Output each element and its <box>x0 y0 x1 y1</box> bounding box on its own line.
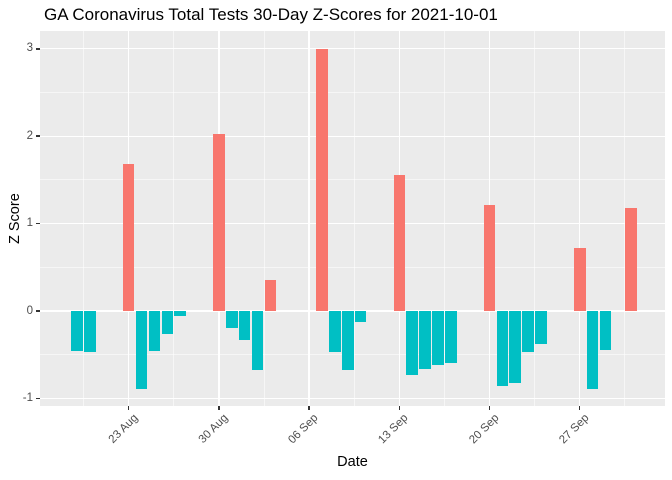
gridline-x-major <box>579 31 581 406</box>
bar-2021-09-22 <box>509 311 522 383</box>
bar-2021-09-21 <box>496 311 509 387</box>
bar-2021-08-19 <box>71 311 83 352</box>
gridline-y-minor <box>40 179 665 181</box>
x-tick-mark <box>578 406 581 410</box>
bar-2021-09-09 <box>341 311 354 370</box>
x-tick-label: 20 Sep <box>466 412 501 447</box>
y-tick-label: 0 <box>26 304 33 317</box>
gridline-x-minor <box>83 31 85 406</box>
bar-2021-09-02 <box>251 311 264 370</box>
bar-2021-09-08 <box>329 311 341 353</box>
bar-2021-09-24 <box>535 311 547 345</box>
x-tick-mark <box>218 406 220 410</box>
bar-2021-09-27 <box>573 248 586 311</box>
x-tick-label: 30 Aug <box>196 412 231 446</box>
chart-title: GA Coronavirus Total Tests 30-Day Z-Scor… <box>44 5 498 24</box>
gridline-x-minor <box>263 31 265 406</box>
x-tick-label: 23 Aug <box>106 412 141 446</box>
bar-2021-09-03 <box>264 279 277 311</box>
gridline-y-minor <box>40 92 665 93</box>
y-tick-mark <box>36 135 40 137</box>
y-tick-mark <box>36 310 40 312</box>
bar-2021-09-10 <box>354 311 367 323</box>
y-tick-mark <box>36 222 40 225</box>
gridline-x-minor <box>443 31 445 406</box>
x-axis-title: Date <box>337 454 368 470</box>
gridline-y-major <box>40 310 665 312</box>
bar-2021-09-29 <box>599 311 612 351</box>
x-tick-mark <box>398 406 401 410</box>
plot-panel <box>40 31 665 406</box>
x-tick-label: 27 Sep <box>556 412 592 447</box>
bar-2021-09-07 <box>316 48 328 311</box>
gridline-y-major <box>40 397 665 400</box>
bar-2021-08-23 <box>122 164 135 311</box>
x-tick-mark <box>488 406 491 410</box>
y-tick-label: 3 <box>26 42 33 55</box>
x-tick-mark <box>308 406 310 410</box>
bar-2021-08-30 <box>213 133 225 311</box>
y-tick-label: -1 <box>22 391 33 404</box>
bar-2021-09-14 <box>406 311 418 375</box>
bar-2021-08-20 <box>84 311 96 353</box>
gridline-x-minor <box>173 31 175 406</box>
x-tick-label: 13 Sep <box>376 412 411 447</box>
x-tick-mark <box>127 406 130 410</box>
bar-2021-09-01 <box>238 311 251 340</box>
bar-2021-08-24 <box>135 311 148 389</box>
y-tick-label: 1 <box>26 217 33 230</box>
gridline-y-major <box>40 135 665 137</box>
bar-2021-09-23 <box>522 311 534 353</box>
gridline-x-minor <box>534 31 536 406</box>
bar-2021-09-15 <box>419 311 431 369</box>
gridline-y-minor <box>40 266 665 268</box>
bar-2021-09-17 <box>445 311 457 363</box>
gridline-y-major <box>40 222 665 225</box>
gridline-y-major <box>40 48 665 50</box>
bar-2021-10-01 <box>625 207 638 311</box>
bar-2021-09-13 <box>393 174 406 311</box>
bar-2021-08-27 <box>174 311 187 317</box>
gridline-x-major <box>308 31 310 406</box>
y-tick-mark <box>36 48 40 50</box>
bar-2021-09-28 <box>586 311 599 389</box>
y-tick-label: 2 <box>26 129 33 142</box>
y-tick-mark <box>36 397 40 400</box>
bar-2021-09-16 <box>432 311 444 366</box>
bar-2021-09-20 <box>483 205 496 311</box>
x-tick-label: 06 Sep <box>286 412 321 447</box>
bar-2021-08-25 <box>148 311 161 352</box>
bar-2021-08-26 <box>161 311 174 334</box>
bar-2021-08-31 <box>225 311 238 329</box>
gridline-x-minor <box>353 31 355 406</box>
gridline-x-minor <box>624 31 626 406</box>
